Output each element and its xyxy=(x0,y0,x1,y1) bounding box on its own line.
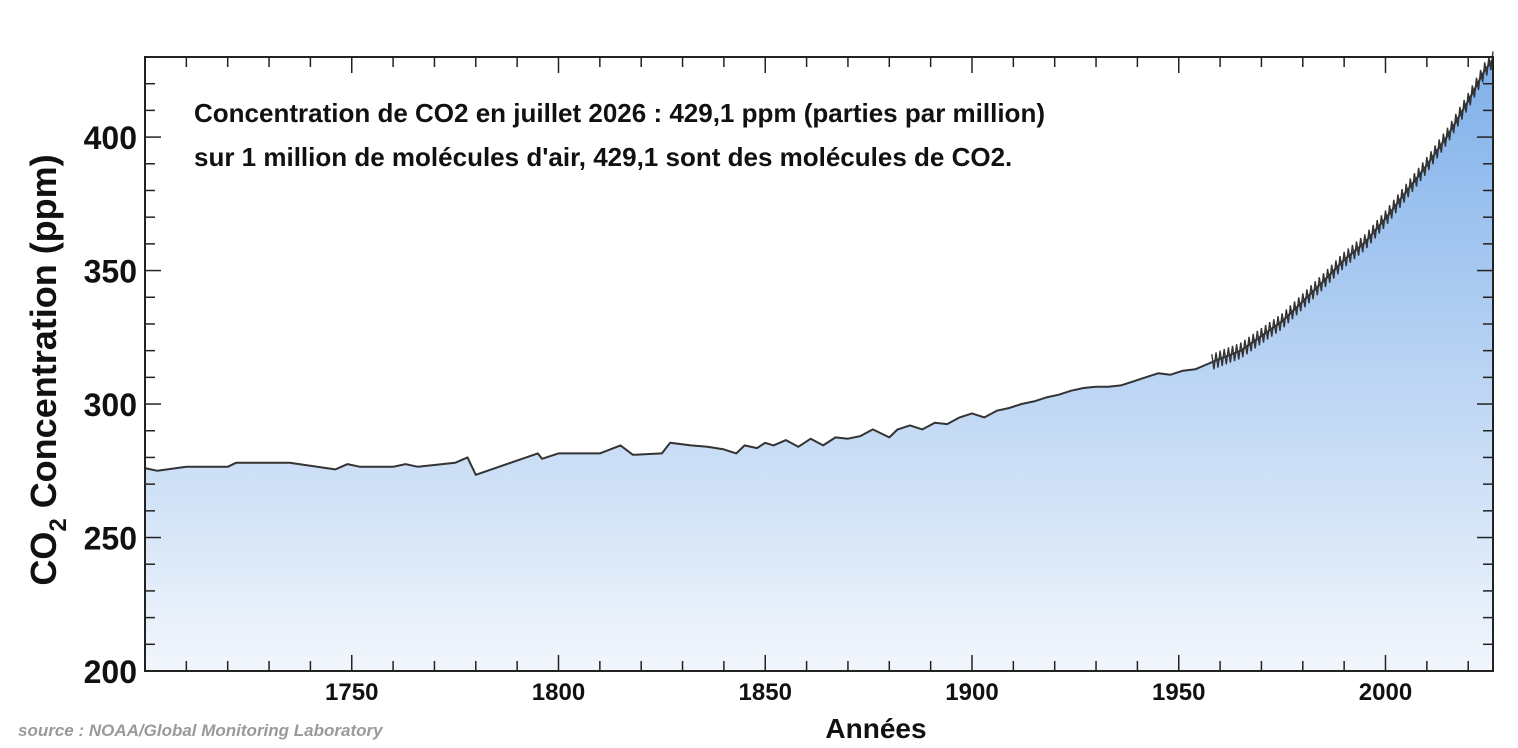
annotation-line-2: sur 1 million de molécules d'air, 429,1 … xyxy=(194,142,1012,172)
y-tick-label: 250 xyxy=(84,521,137,557)
y-axis-label-suffix: Concentration (ppm) xyxy=(23,154,64,518)
y-tick-label: 400 xyxy=(84,120,137,156)
y-axis-label: CO2 Concentration (ppm) xyxy=(23,154,72,585)
x-tick-label: 1850 xyxy=(739,679,792,706)
source-note: source : NOAA/Global Monitoring Laborato… xyxy=(18,721,384,740)
y-tick-label: 200 xyxy=(84,654,137,690)
y-tick-label: 300 xyxy=(84,387,137,423)
y-tick-labels: 200 250 300 350 400 xyxy=(84,120,137,690)
co2-area-fill xyxy=(145,59,1493,671)
x-axis-label: Années xyxy=(825,713,926,744)
x-tick-label: 1900 xyxy=(945,679,998,706)
co2-seasonal-cycle xyxy=(1211,51,1494,370)
plot-frame xyxy=(144,56,1494,672)
co2-line-series xyxy=(144,51,1494,476)
y-tick-label: 350 xyxy=(84,254,137,290)
x-tick-labels: 1750 1800 1850 1900 1950 2000 xyxy=(325,679,1412,706)
annotation-line-1: Concentration de CO2 en juillet 2026 : 4… xyxy=(194,98,1045,128)
y-axis-label-prefix: CO xyxy=(23,532,64,586)
axis-ticks xyxy=(145,56,1493,671)
x-tick-label: 2000 xyxy=(1359,679,1412,706)
x-tick-label: 1950 xyxy=(1152,679,1205,706)
x-tick-label: 1750 xyxy=(325,679,378,706)
x-tick-label: 1800 xyxy=(532,679,585,706)
y-axis-label-subscript: 2 xyxy=(45,518,72,531)
